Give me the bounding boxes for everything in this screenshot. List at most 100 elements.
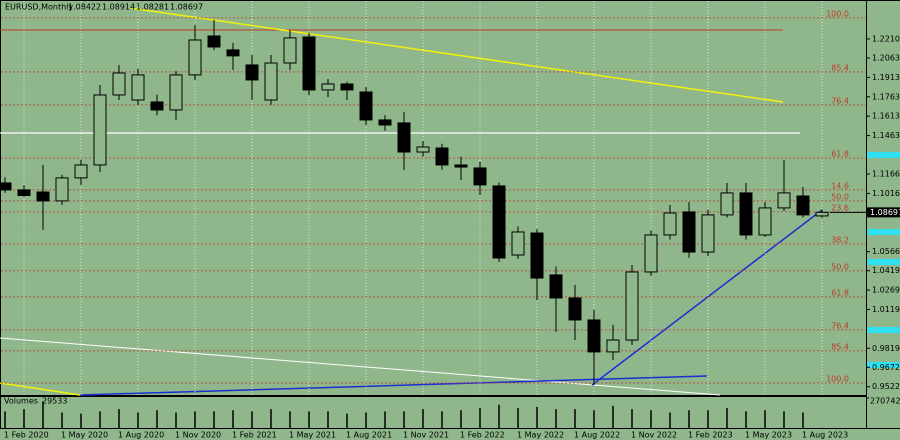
candle-body bbox=[454, 164, 468, 168]
y-tick-label: 1.05660 bbox=[872, 247, 900, 256]
volume-last: 29533 bbox=[42, 397, 67, 406]
yellow-trendline bbox=[129, 7, 784, 103]
candle-body bbox=[663, 212, 677, 236]
x-tick-label: 1 May 2022 bbox=[517, 431, 564, 440]
y-tick-label: 1.04190 bbox=[872, 266, 900, 275]
header-value: 1.08422 bbox=[68, 3, 101, 12]
fib-label: 61.8 bbox=[831, 149, 849, 158]
candle-body bbox=[701, 214, 715, 253]
x-tick-label: 1 Nov 2022 bbox=[631, 431, 677, 440]
y-tick-label: 1.19130 bbox=[872, 73, 900, 82]
candle-body bbox=[777, 192, 791, 209]
candle-body bbox=[340, 83, 354, 91]
fib-label: 50.0 bbox=[831, 262, 849, 271]
fib-label: 61.8 bbox=[831, 288, 849, 297]
current-price-box bbox=[867, 207, 900, 218]
candle-body bbox=[587, 319, 601, 353]
candle-body bbox=[473, 167, 487, 186]
candle-body bbox=[321, 83, 335, 91]
y-tick-label: 0.95220 bbox=[872, 382, 900, 391]
volume-max: 2707422 bbox=[870, 397, 900, 406]
candle-body bbox=[397, 122, 411, 153]
y-tick-label: 1.02690 bbox=[872, 286, 900, 295]
header-symbol: EURUSD,Monthly bbox=[5, 3, 73, 12]
candle-body bbox=[264, 62, 278, 101]
current-price-label: 1.08697 bbox=[870, 208, 900, 217]
fib-label: 14.6 bbox=[831, 181, 849, 190]
candle-body bbox=[378, 119, 392, 126]
price-panel bbox=[1, 1, 866, 395]
time-axis bbox=[0, 429, 900, 440]
fib-label: 23.6 bbox=[831, 203, 849, 212]
candle-body bbox=[207, 35, 221, 48]
blue-trendline bbox=[591, 209, 823, 386]
object-marker bbox=[867, 152, 900, 158]
candle-body bbox=[530, 232, 544, 279]
object-marker bbox=[867, 229, 900, 235]
candle-body bbox=[150, 101, 164, 111]
candle-body bbox=[36, 191, 50, 202]
candle-body bbox=[17, 189, 31, 196]
y-tick-label: 1.16130 bbox=[872, 112, 900, 121]
fib-label: 38.2 bbox=[831, 236, 849, 245]
fib-label: 100.0 bbox=[826, 9, 849, 18]
candle-body bbox=[720, 192, 734, 216]
y-tick-label: 1.17630 bbox=[872, 92, 900, 101]
fib-label: 85.4 bbox=[831, 342, 849, 351]
y-tick-label: 1.14630 bbox=[872, 131, 900, 140]
candle-body bbox=[74, 164, 88, 179]
candle-body bbox=[302, 36, 316, 91]
candle-body bbox=[435, 147, 449, 166]
candle-body bbox=[492, 185, 506, 259]
object-marker bbox=[867, 259, 900, 265]
x-tick-label: 1 Nov 2020 bbox=[175, 431, 221, 440]
candle-body bbox=[682, 211, 696, 253]
x-tick-label: 1 May 2020 bbox=[61, 431, 108, 440]
x-tick-label: 1 Feb 2021 bbox=[232, 431, 277, 440]
x-tick-label: 1 Aug 2020 bbox=[118, 431, 164, 440]
objects bbox=[0, 7, 900, 396]
x-tick-label: 1 Aug 2023 bbox=[802, 431, 848, 440]
candle-body bbox=[416, 146, 430, 153]
x-tick-label: 1 Nov 2021 bbox=[403, 431, 449, 440]
header-value: 1.08281 bbox=[136, 3, 169, 12]
candle-body bbox=[188, 39, 202, 76]
header-value: 1.08914 bbox=[102, 3, 135, 12]
candle-body bbox=[568, 297, 582, 321]
white-trendline bbox=[0, 337, 721, 396]
candle-body bbox=[796, 195, 810, 216]
x-tick-label: 1 Feb 2022 bbox=[460, 431, 505, 440]
fib-label: 50.0 bbox=[831, 192, 849, 201]
x-tick-label: 1 Feb 2020 bbox=[4, 431, 49, 440]
candle-body bbox=[93, 94, 107, 166]
volume-panel bbox=[1, 397, 866, 428]
y-tick-label: 1.22100 bbox=[872, 34, 900, 43]
y-tick-label: 1.20630 bbox=[872, 53, 900, 62]
candle-body bbox=[245, 64, 259, 81]
candle-body bbox=[0, 182, 12, 191]
candle-body bbox=[131, 74, 145, 101]
fib-label: 100.0 bbox=[826, 374, 849, 383]
x-tick-label: 1 May 2023 bbox=[745, 431, 792, 440]
x-tick-label: 1 Feb 2023 bbox=[688, 431, 733, 440]
y-tick-label: 1.10160 bbox=[872, 189, 900, 198]
x-tick-label: 1 Aug 2022 bbox=[574, 431, 620, 440]
object-marker bbox=[867, 327, 900, 333]
fib-label: 85.4 bbox=[831, 63, 849, 72]
candle-body bbox=[169, 74, 183, 111]
candle-body bbox=[549, 274, 563, 299]
fib-label: 76.4 bbox=[831, 96, 849, 105]
volume-title: Volumes bbox=[4, 397, 38, 406]
candle-body bbox=[112, 72, 126, 96]
blue-trendline bbox=[79, 375, 708, 396]
candle-body bbox=[226, 49, 240, 57]
candle-body bbox=[511, 231, 525, 256]
fib-label: 76.4 bbox=[831, 321, 849, 330]
candle-body bbox=[359, 91, 373, 121]
y-tick-label: 1.11660 bbox=[872, 170, 900, 179]
candle-body bbox=[55, 177, 69, 202]
